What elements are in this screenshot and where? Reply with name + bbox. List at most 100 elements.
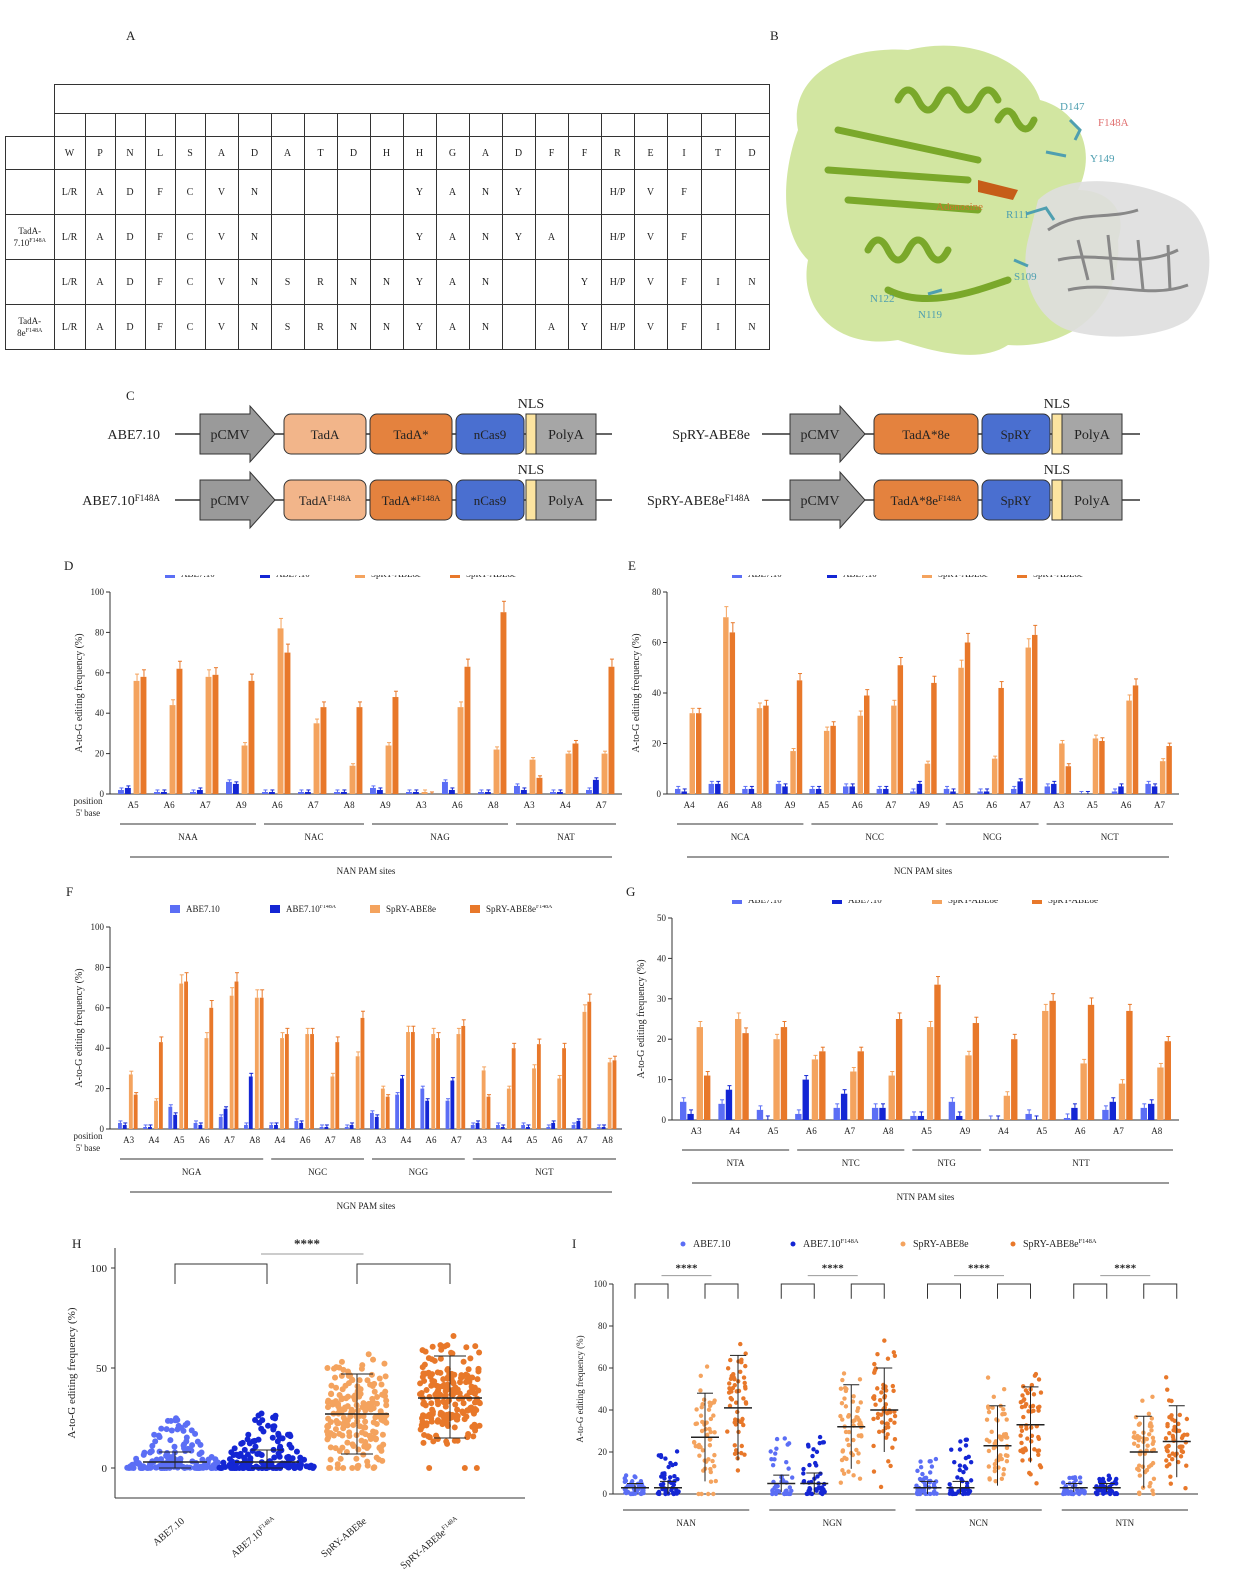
data-point: [153, 1456, 160, 1463]
data-point: [963, 1466, 969, 1471]
data-point: [362, 1418, 369, 1425]
data-point: [881, 1429, 886, 1434]
x-tick-label: A3: [375, 1135, 386, 1145]
data-point: [434, 1369, 441, 1376]
bar: [254, 997, 259, 1129]
data-point: [137, 1464, 144, 1471]
data-point: [706, 1407, 712, 1412]
bar: [486, 1096, 491, 1129]
bar: [305, 1034, 310, 1129]
data-point: [841, 1371, 847, 1376]
data-point: [135, 1460, 142, 1467]
polya-box: [1061, 479, 1123, 521]
domain-label: SpRY: [1000, 493, 1032, 508]
residue-label: N119: [918, 309, 943, 321]
table-cell: N: [369, 304, 404, 350]
bar: [931, 682, 937, 794]
bar: [871, 1107, 879, 1120]
data-point: [884, 1421, 890, 1426]
data-point: [986, 1448, 992, 1454]
data-point: [708, 1469, 714, 1475]
data-point: [1137, 1473, 1143, 1478]
data-point: [1167, 1462, 1172, 1467]
variant-label: [5, 259, 55, 305]
data-point: [1004, 1417, 1009, 1422]
data-point: [986, 1405, 991, 1411]
legend-swatch: [355, 575, 365, 578]
data-point: [460, 1410, 467, 1417]
data-point: [963, 1443, 969, 1448]
bar: [1080, 1063, 1087, 1120]
bar: [344, 1126, 349, 1129]
bar: [154, 1100, 158, 1129]
data-point: [872, 1361, 877, 1367]
significance-label: ****: [294, 1238, 320, 1251]
data-point: [425, 1433, 432, 1440]
legend-label: SpRY-ABE8e: [371, 575, 421, 579]
table-row: TadA-8eF148A L/R A D F C V N S R N N Y A N A Y H/P V F I N: [5, 304, 770, 350]
table-cell: [501, 304, 536, 350]
x-tick-label: A6: [164, 800, 175, 810]
bar: [857, 1051, 864, 1120]
bar: [234, 981, 239, 1129]
legend-label: SpRY-ABE8e: [913, 1239, 969, 1250]
data-point: [1078, 1480, 1083, 1485]
y-tick-label: 20: [657, 1034, 667, 1044]
x-tick-label: A4: [501, 1135, 512, 1145]
bar: [395, 1094, 400, 1129]
data-point: [291, 1464, 298, 1471]
data-point: [152, 1438, 159, 1445]
data-point: [949, 1447, 954, 1452]
table-cell: R: [600, 136, 635, 170]
data-point: [1136, 1422, 1142, 1427]
data-point: [269, 1434, 276, 1441]
data-point: [338, 1358, 345, 1365]
data-point: [171, 1443, 178, 1450]
data-point: [360, 1424, 367, 1431]
data-point: [698, 1413, 704, 1418]
data-point: [773, 1451, 778, 1456]
rna-strands: [1047, 208, 1189, 293]
data-point: [963, 1455, 969, 1461]
x-tick-label: A3: [416, 800, 427, 810]
data-point: [1149, 1416, 1155, 1421]
x-tick-label: A4: [684, 800, 695, 810]
legend-label: ABE7.10F148A: [848, 900, 899, 905]
adenosine-stick: [978, 180, 1018, 200]
x-tick-label: A3: [1053, 800, 1064, 810]
data-point: [711, 1413, 716, 1418]
data-point: [297, 1464, 304, 1471]
position-header: [204, 113, 239, 137]
data-point: [325, 1397, 332, 1404]
bar: [891, 705, 897, 794]
data-point: [1179, 1448, 1184, 1454]
data-point: [1184, 1463, 1189, 1468]
data-point: [472, 1405, 479, 1412]
data-point: [1001, 1467, 1007, 1472]
data-point: [701, 1468, 706, 1473]
bar: [1092, 738, 1099, 794]
y-axis-label: A-to-G editing frequency (%): [74, 633, 85, 752]
data-point: [806, 1444, 811, 1449]
data-point: [470, 1433, 477, 1440]
data-point: [284, 1454, 291, 1461]
data-point: [468, 1383, 475, 1390]
data-point: [667, 1475, 673, 1480]
residue-label: Adenosine: [936, 201, 983, 213]
data-point: [962, 1487, 967, 1493]
data-point: [370, 1465, 377, 1471]
data-point: [999, 1476, 1005, 1481]
bar: [262, 791, 268, 794]
bar: [612, 1060, 617, 1129]
table-cell: A: [270, 136, 305, 170]
data-point: [335, 1400, 342, 1407]
bar: [280, 1038, 284, 1129]
data-point: [888, 1463, 893, 1469]
bar: [349, 765, 356, 794]
data-point: [882, 1405, 887, 1410]
data-point: [476, 1349, 483, 1356]
data-point: [180, 1427, 187, 1434]
x-tick-label: A8: [344, 800, 355, 810]
table-cell: G: [435, 136, 470, 170]
